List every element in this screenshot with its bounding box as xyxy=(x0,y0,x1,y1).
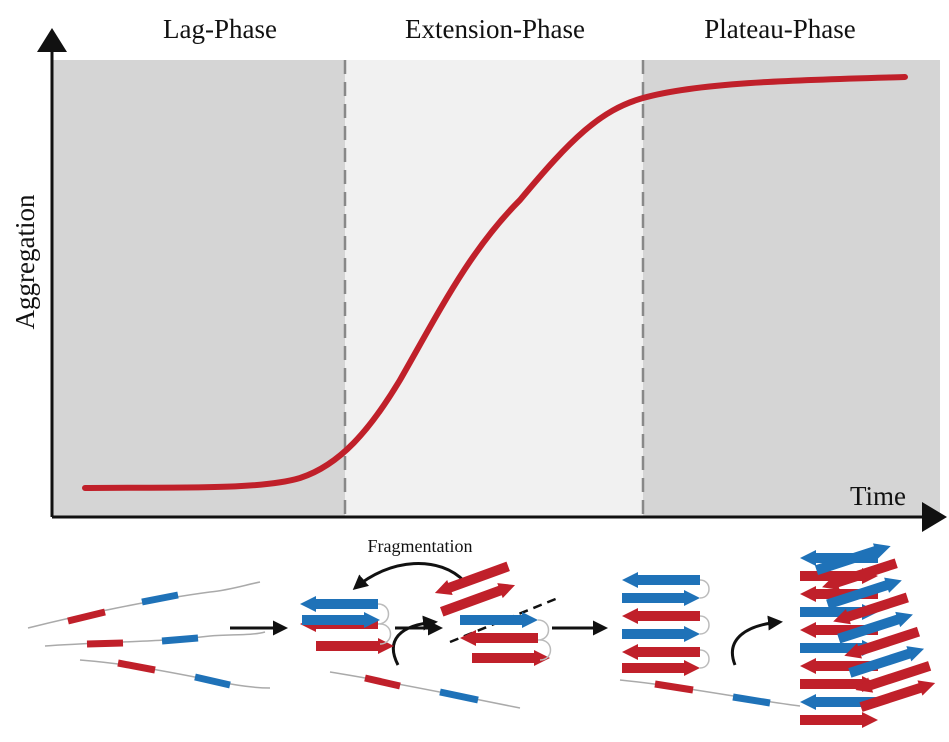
y-axis-arrow xyxy=(37,28,67,52)
extension-region xyxy=(345,60,643,517)
oligomer xyxy=(300,596,394,654)
lag-region xyxy=(52,60,345,517)
fibril xyxy=(622,572,709,676)
fibril-bundle xyxy=(800,538,938,728)
diagram: Lag-Phase Extension-Phase Plateau-Phase … xyxy=(0,0,949,742)
fragmenting-fibril xyxy=(432,559,550,666)
process-label: Fragmentation xyxy=(368,536,473,556)
phase-label: Extension-Phase xyxy=(405,14,585,44)
y-axis-label: Aggregation xyxy=(10,194,40,329)
phase-label: Lag-Phase xyxy=(163,14,277,44)
plateau-region xyxy=(643,60,940,517)
phase-label: Plateau-Phase xyxy=(704,14,855,44)
x-axis-label: Time xyxy=(850,481,906,511)
